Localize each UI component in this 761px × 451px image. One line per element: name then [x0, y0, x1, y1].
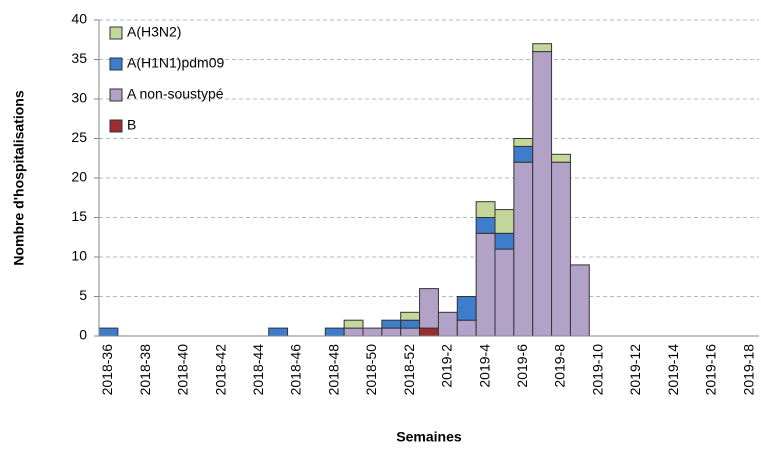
- x-tick-label: 2019-16: [703, 344, 719, 396]
- x-tick-label: 2019-12: [627, 344, 643, 396]
- x-tick-label: 2018-46: [288, 344, 304, 396]
- bar-segment: [324, 327, 345, 337]
- bar-segment: [494, 232, 515, 250]
- x-tick-label: 2019-10: [589, 344, 605, 396]
- x-tick-label: 2019-8: [552, 344, 568, 388]
- bar-segment: [419, 288, 439, 329]
- bar-segment: [400, 311, 421, 321]
- bar-segment: [532, 51, 553, 337]
- x-axis-title: Semaines: [396, 429, 462, 445]
- bar-segment: [381, 319, 402, 329]
- x-tick-label: 2019-14: [665, 344, 681, 396]
- y-tick-label: 40: [71, 11, 87, 27]
- x-tick-label: 2019-4: [476, 344, 492, 388]
- bar-segment: [494, 248, 515, 337]
- y-tick-label: 10: [71, 248, 87, 264]
- y-tick-label: 0: [79, 327, 87, 343]
- x-tick-label: 2018-40: [175, 344, 191, 396]
- bar-segment: [475, 232, 496, 337]
- legend-label: A(H3N2): [127, 24, 181, 40]
- x-tick-label: 2019-2: [439, 344, 455, 388]
- legend-swatch: [109, 88, 123, 102]
- bar-segment: [532, 43, 553, 53]
- x-tick-label: 2018-36: [99, 344, 115, 396]
- legend-label: B: [127, 117, 136, 133]
- bar-segment: [268, 327, 289, 337]
- legend-label: A(H1N1)pdm09: [127, 55, 224, 71]
- bar-segment: [475, 201, 496, 218]
- x-tick-label: 2018-48: [325, 344, 341, 396]
- y-tick-label: 20: [71, 169, 87, 185]
- bar-segment: [513, 161, 534, 337]
- bar-segment: [437, 311, 458, 337]
- x-tick-label: 2019-18: [740, 344, 756, 396]
- legend-label: A non-soustypé: [127, 86, 224, 102]
- bar-segment: [400, 327, 421, 337]
- y-tick-label: 15: [71, 208, 87, 224]
- legend-swatch: [109, 119, 123, 133]
- y-axis-title: Nombre d'hospitalisations: [11, 90, 27, 265]
- bar-segment: [551, 161, 571, 337]
- bar-segment: [98, 327, 119, 337]
- bar-segment: [456, 319, 477, 337]
- y-tick-label: 35: [71, 50, 87, 66]
- bar-segment: [551, 153, 571, 163]
- y-tick-label: 25: [71, 129, 87, 145]
- x-tick-label: 2018-42: [212, 344, 228, 396]
- bar-segment: [381, 327, 402, 337]
- x-tick-label: 2018-38: [137, 344, 153, 396]
- x-tick-label: 2019-6: [514, 344, 530, 388]
- y-tick-label: 30: [71, 90, 87, 106]
- bar-segment: [362, 327, 383, 337]
- bar-segment: [419, 327, 439, 337]
- bar-segment: [456, 296, 477, 321]
- bar-segment: [475, 217, 496, 234]
- bar-segment: [400, 319, 421, 329]
- y-tick-label: 5: [79, 287, 87, 303]
- bar-segment: [513, 145, 534, 163]
- legend-swatch: [109, 26, 123, 40]
- bar-segment: [569, 264, 590, 337]
- bar-segment: [343, 319, 364, 329]
- x-tick-label: 2018-52: [401, 344, 417, 396]
- legend-swatch: [109, 57, 123, 71]
- x-tick-label: 2018-50: [363, 344, 379, 396]
- x-tick-label: 2018-44: [250, 344, 266, 396]
- bar-segment: [513, 138, 534, 147]
- bar-segment: [494, 209, 515, 234]
- bar-segment: [343, 327, 364, 337]
